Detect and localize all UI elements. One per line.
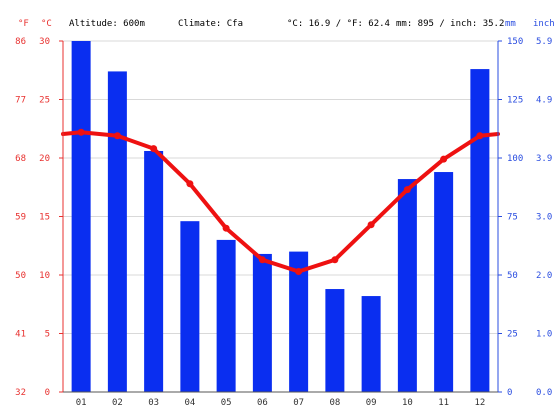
fahrenheit-tick-label: 50 (15, 271, 26, 281)
month-label-12: 12 (474, 398, 485, 408)
precipitation-bar-08 (325, 289, 345, 392)
celsius-tick-label: 30 (39, 37, 50, 47)
inch-tick-label: 4.9 (536, 96, 552, 106)
celsius-tick-label: 10 (39, 271, 50, 281)
fahrenheit-tick-label: 77 (15, 96, 26, 106)
inch-tick-label: 3.0 (536, 213, 552, 223)
inch-tick-label: 0.0 (536, 388, 552, 398)
temperature-point-08 (331, 256, 339, 264)
temperature-line (61, 130, 500, 274)
month-label-10: 10 (402, 398, 413, 408)
axes (59, 40, 502, 393)
month-label-07: 07 (293, 398, 304, 408)
celsius-tick-label: 5 (45, 330, 50, 340)
month-label-02: 02 (112, 398, 123, 408)
precipitation-bars (71, 41, 490, 393)
fahrenheit-tick-label: 86 (15, 37, 26, 47)
temperature-point-05 (222, 224, 230, 232)
mm-unit-label: mm (505, 19, 516, 29)
month-label-11: 11 (438, 398, 449, 408)
celsius-tick-label: 0 (45, 388, 50, 398)
month-label-03: 03 (148, 398, 159, 408)
temperature-point-12 (476, 132, 484, 140)
precipitation-bar-01 (71, 41, 91, 392)
temperature-average-label: °C: 16.9 / °F: 62.4 (287, 19, 390, 29)
celsius-tick-label: 25 (39, 96, 50, 106)
inch-unit-label: inch (533, 19, 555, 29)
altitude-label: Altitude: 600m (69, 19, 145, 29)
temperature-point-03 (150, 145, 158, 153)
inch-tick-label: 2.0 (536, 271, 552, 281)
fahrenheit-unit-label: °F (18, 19, 29, 29)
precipitation-bar-11 (434, 172, 454, 392)
precipitation-bar-04 (180, 221, 200, 392)
fahrenheit-tick-label: 59 (15, 213, 26, 223)
month-label-08: 08 (329, 398, 340, 408)
mm-tick-label: 100 (507, 154, 523, 164)
temperature-point-07 (295, 267, 303, 275)
inch-tick-label: 3.9 (536, 154, 552, 164)
month-label-06: 06 (257, 398, 268, 408)
gridlines (63, 40, 498, 393)
temperature-point-02 (113, 132, 121, 140)
temperature-point-10 (403, 186, 411, 194)
mm-tick-label: 50 (507, 271, 518, 281)
inch-tick-label: 1.0 (536, 330, 552, 340)
temperature-line-layer (61, 128, 500, 275)
precipitation-bar-02 (107, 71, 127, 393)
precipitation-bar-10 (397, 179, 417, 392)
precipitation-bar-05 (216, 239, 236, 392)
temperature-point-01 (77, 128, 85, 136)
celsius-unit-label: °C (41, 19, 52, 29)
month-label-05: 05 (221, 398, 232, 408)
inch-tick-label: 5.9 (536, 37, 552, 47)
celsius-tick-label: 15 (39, 213, 50, 223)
precipitation-bar-09 (361, 296, 381, 392)
fahrenheit-tick-label: 32 (15, 388, 26, 398)
temperature-point-09 (367, 221, 375, 229)
precipitation-bar-06 (252, 253, 272, 392)
mm-tick-label: 150 (507, 37, 523, 47)
tick-labels: 86 30 150 5.977 25 125 4.968 20 100 3.959 15 75 3.05… (15, 37, 552, 398)
celsius-tick-label: 20 (39, 154, 50, 164)
month-labels: 01 02 03 04 05 06 07 08 09 10 11 12 (76, 398, 486, 408)
mm-tick-label: 75 (507, 213, 518, 223)
temperature-point-04 (186, 180, 194, 188)
fahrenheit-tick-label: 41 (15, 330, 26, 340)
precipitation-bar-07 (289, 251, 309, 392)
precipitation-bar-12 (470, 69, 490, 392)
climate-label: Climate: Cfa (178, 19, 243, 29)
mm-tick-label: 25 (507, 330, 518, 340)
precipitation-average-label: mm: 895 / inch: 35.2 (396, 19, 504, 29)
month-label-09: 09 (366, 398, 377, 408)
mm-tick-label: 0 (507, 388, 512, 398)
month-label-04: 04 (184, 398, 195, 408)
fahrenheit-tick-label: 68 (15, 154, 26, 164)
mm-tick-label: 125 (507, 96, 523, 106)
month-label-01: 01 (76, 398, 87, 408)
precipitation-bar-03 (144, 150, 164, 392)
temperature-point-06 (258, 256, 266, 264)
temperature-point-11 (440, 155, 448, 163)
